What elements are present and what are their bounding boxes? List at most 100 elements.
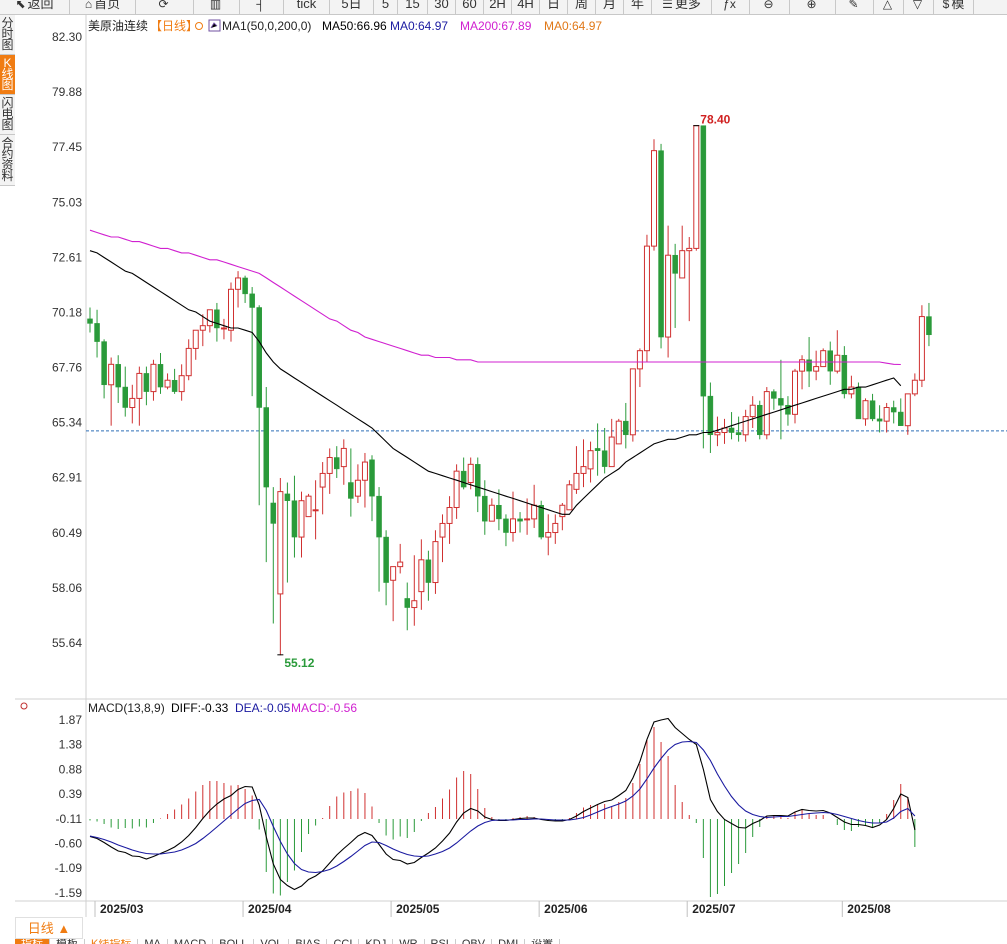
price-annotation: 78.40 <box>700 113 730 127</box>
candle-body <box>390 566 397 581</box>
toolbar-item-button[interactable]: 15 <box>398 0 428 14</box>
y-tick-label: 65.34 <box>52 416 82 430</box>
top-toolbar: ⬉ 返回 ⌂ 首页 ⟳ ▥ ┤ tick 5日 5 15 30 60 2H 4H 日周月年 ☰ 更多 ƒx ⊖ ⊕ ✎ △ ▽… <box>0 0 1007 15</box>
toolbar-item-button[interactable]: 5 <box>374 0 398 14</box>
indicator-tab[interactable]: K线指标 <box>85 939 139 944</box>
toolbar-home-button[interactable]: ⌂ 首页 <box>70 0 136 14</box>
macd-y-tick-label: 1.38 <box>59 738 83 752</box>
ma-legend-value: MA0:64.97 <box>390 19 448 33</box>
settings-icon[interactable] <box>195 22 203 30</box>
candle-body <box>496 505 502 520</box>
period-selector[interactable]: 日线 ▲ <box>15 917 83 939</box>
candle-body <box>369 459 375 497</box>
toolbar-item-button[interactable]: 年 <box>624 0 652 14</box>
refresh-icon: ⟳ <box>158 0 169 11</box>
toolbar-item-button[interactable]: 月 <box>596 0 624 14</box>
candle-body <box>855 386 862 420</box>
candle-body <box>235 277 242 290</box>
candle-body <box>749 404 756 418</box>
candle-body <box>700 125 707 397</box>
indicator-tab[interactable]: BIAS <box>289 939 328 944</box>
macd-y-tick-label: 1.87 <box>59 713 83 727</box>
candle-body <box>559 504 566 518</box>
indicator-tab[interactable]: OBV <box>456 939 493 944</box>
toolbar-refresh-button[interactable]: ⟳ <box>136 0 194 14</box>
bar-chart-icon: ▥ <box>209 0 222 11</box>
candle-body <box>397 561 404 568</box>
zoom-in-icon: ⊕ <box>806 0 817 11</box>
indicator-tab[interactable]: VOL <box>254 939 290 944</box>
candle-body <box>834 354 841 372</box>
toolbar-formula-button[interactable]: ƒx <box>712 0 750 14</box>
side-tab[interactable]: 闪电图 <box>0 95 15 135</box>
side-tab[interactable]: 合约资料 <box>0 135 15 186</box>
chart-area[interactable]: 82.30 79.88 77.45 75.03 72.61 70.18 67.76 65.34… <box>0 15 1007 917</box>
indicator-tab[interactable]: KDJ <box>359 939 394 944</box>
candle-body <box>672 254 678 274</box>
toolbar-item-button[interactable]: 4H <box>512 0 540 14</box>
candle-body <box>94 323 100 342</box>
toolbar-item-button[interactable]: 30 <box>428 0 456 14</box>
toolbar-label: 年 <box>630 0 644 11</box>
toolbar-label: 15 <box>405 0 420 11</box>
side-tab[interactable]: 分时图 <box>0 15 15 55</box>
toolbar-item-button[interactable]: 2H <box>484 0 512 14</box>
instrument-name: 美原油连续 <box>88 18 148 33</box>
toolbar-candle-button[interactable]: ┤ <box>240 0 284 14</box>
toolbar-pen-button[interactable]: ✎ <box>836 0 874 14</box>
indicator-tab[interactable]: MA <box>138 939 168 944</box>
toolbar-back-arrow-button[interactable]: ⬉ 返回 <box>0 0 70 14</box>
candle-body <box>911 379 918 395</box>
candle-body <box>87 318 93 324</box>
candle-body <box>531 504 538 520</box>
candle-body <box>799 359 806 372</box>
candle-body <box>918 316 925 381</box>
indicator-tab[interactable]: BOLL <box>213 939 255 944</box>
candle-body <box>425 559 432 583</box>
toolbar-item-button[interactable]: 周 <box>568 0 596 14</box>
toolbar-item-button[interactable]: 5日 <box>330 0 374 14</box>
indicator-tab[interactable]: DMI <box>492 939 526 944</box>
indicator-tab[interactable]: 设置 <box>525 939 561 944</box>
toolbar-dollar-button[interactable]: $ 模 <box>934 0 974 14</box>
toolbar-label: 周 <box>574 0 588 11</box>
candle-body <box>623 420 629 436</box>
toolbar-triangle-up-button[interactable]: △ <box>874 0 904 14</box>
toolbar-zoom-in-button[interactable]: ⊕ <box>790 0 836 14</box>
candle-body <box>228 288 234 331</box>
macd-y-tick-label: -0.11 <box>56 812 83 826</box>
candle-body <box>594 448 601 451</box>
indicator-tab[interactable]: CCI <box>327 939 360 944</box>
candle-body <box>771 391 777 399</box>
candle-body <box>714 432 721 436</box>
candle-body <box>503 518 509 533</box>
candle-body <box>636 350 643 370</box>
toolbar-zoom-out-button[interactable]: ⊖ <box>750 0 790 14</box>
toolbar-item-button[interactable]: 日 <box>540 0 568 14</box>
toolbar-bar-chart-button[interactable]: ▥ <box>194 0 240 14</box>
candle-body <box>552 522 559 534</box>
candle-body <box>651 150 657 247</box>
indicator-tab[interactable]: WR <box>393 939 425 944</box>
toolbar-triangle-down-button[interactable]: ▽ <box>904 0 934 14</box>
macd-params-label: MACD(13,8,9) <box>88 701 165 715</box>
toolbar-item-button[interactable]: 60 <box>456 0 484 14</box>
macd-settings-icon[interactable] <box>20 702 28 710</box>
toolbar-menu-button[interactable]: ☰ 更多 <box>652 0 712 14</box>
candle-body <box>115 364 121 388</box>
candle-body <box>665 254 672 338</box>
candle-body <box>284 493 291 501</box>
candle-body <box>827 350 833 372</box>
macd-legend-value: DEA:-0.05 <box>235 701 291 715</box>
candle-body <box>608 436 615 468</box>
indicator-tab-bar: 指标模板K线指标MAMACDBOLLVOLBIASCCIKDJWRRSIOBVD… <box>15 939 1007 944</box>
zoom-out-icon: ⊖ <box>763 0 774 11</box>
indicator-tab[interactable]: RSI <box>425 939 456 944</box>
indicator-tab[interactable]: 模板 <box>50 939 85 944</box>
candle-body <box>143 373 150 392</box>
candle-body <box>192 329 199 349</box>
toolbar-item-button[interactable]: tick <box>284 0 330 14</box>
indicator-tab[interactable]: MACD <box>168 939 214 944</box>
indicator-tab[interactable]: 指标 <box>15 939 50 944</box>
